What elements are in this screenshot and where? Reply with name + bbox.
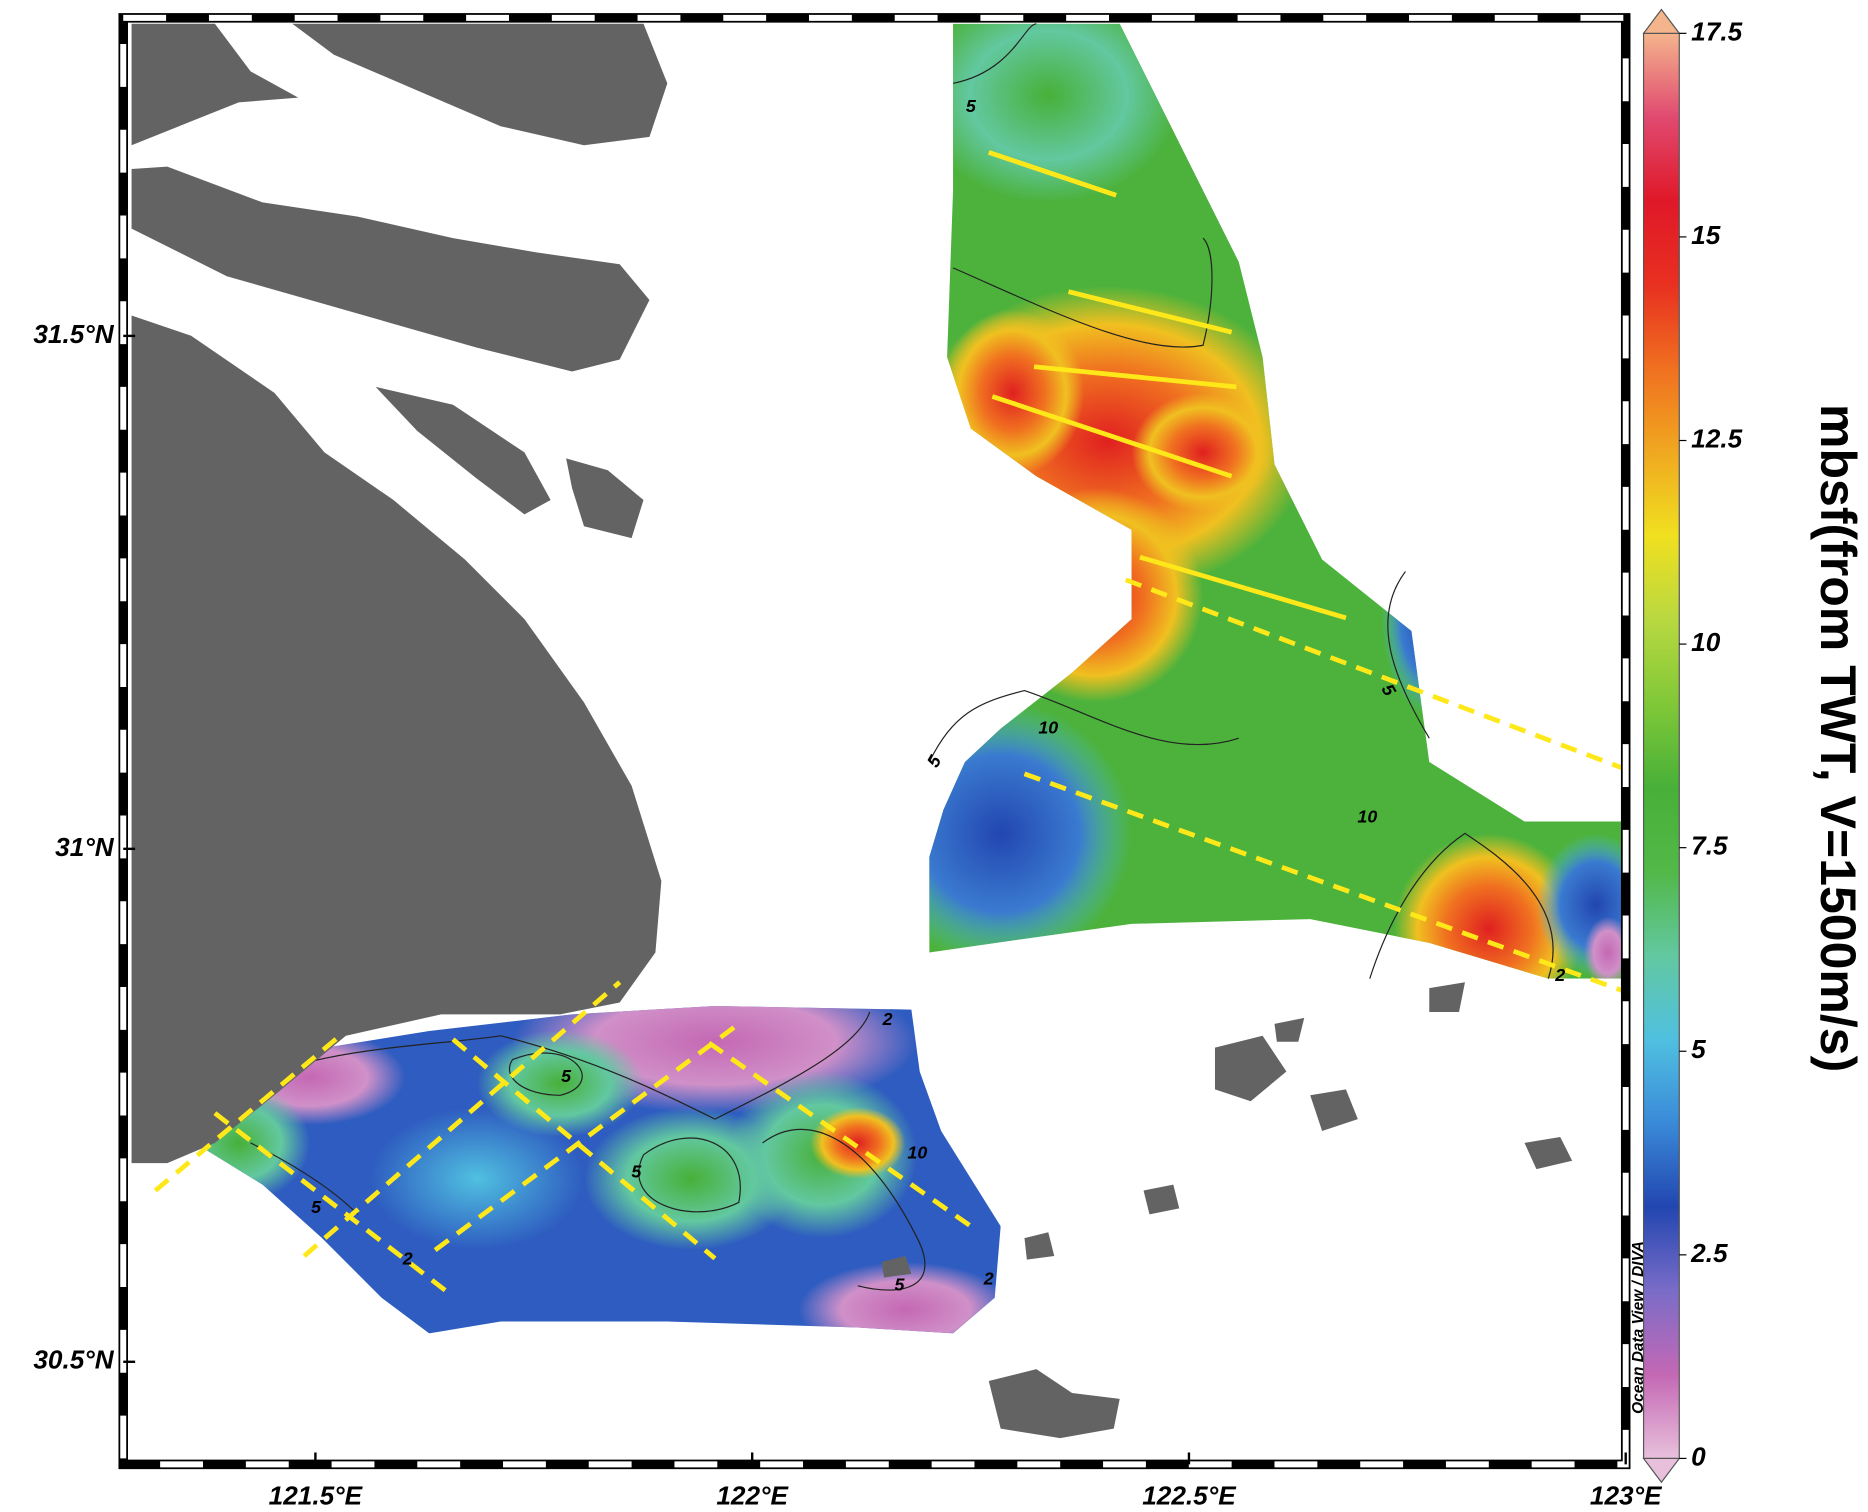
colorbar-tick-label: 2.5 (1690, 1238, 1728, 1268)
land (131, 23, 1573, 1439)
colorbar-tick-label: 5 (1691, 1034, 1706, 1064)
colorbar-tick-label: 10 (1691, 627, 1721, 657)
contour-label: 10 (1357, 807, 1377, 827)
y-tick-label: 31.5°N (33, 319, 114, 349)
contour-label: 10 (907, 1142, 927, 1162)
colorbar-tick-label: 7.5 (1691, 831, 1728, 861)
frame-checker (120, 14, 1629, 1468)
contour-label: 10 (1038, 717, 1058, 737)
contour-label: 2 (882, 1009, 893, 1029)
x-tick-label: 121.5°E (269, 1481, 364, 1511)
contour-label: 2 (983, 1269, 994, 1289)
contour-label: 5 (631, 1161, 642, 1181)
survey-lines (153, 150, 1623, 1294)
contour-label: 5 (561, 1066, 572, 1086)
y-tick-label: 31°N (55, 832, 115, 862)
colorbar: 0 2.5 5 7.5 10 12.5 15 17.5 (1642, 8, 1743, 1484)
contour-label: 5 (311, 1197, 322, 1217)
contour-label: 5 (895, 1275, 906, 1295)
contour-label: 2 (1554, 965, 1565, 985)
colorbar-extend (1642, 1457, 1681, 1484)
colorbar-tick-label: 0 (1691, 1441, 1706, 1471)
x-tick-label: 122.5°E (1142, 1481, 1237, 1511)
contour-label: 2 (402, 1248, 413, 1268)
colorbar-label: mbsf(from TWT, V=1500m/s) (1810, 404, 1866, 1072)
x-tick-label: 123°E (1590, 1481, 1663, 1511)
colorbar-extend (1642, 8, 1681, 34)
credit: Ocean Data View / DIVA (1630, 1241, 1647, 1414)
colorbar-tick-label: 17.5 (1691, 16, 1742, 46)
colorbar-tick-label: 12.5 (1691, 423, 1742, 453)
y-tick-label: 30.5°N (33, 1345, 114, 1375)
colorbar-tick-label: 15 (1691, 220, 1721, 250)
contour-label: 5 (923, 751, 946, 771)
contour-label: 5 (966, 96, 977, 116)
x-tick-label: 122°E (716, 1481, 789, 1511)
